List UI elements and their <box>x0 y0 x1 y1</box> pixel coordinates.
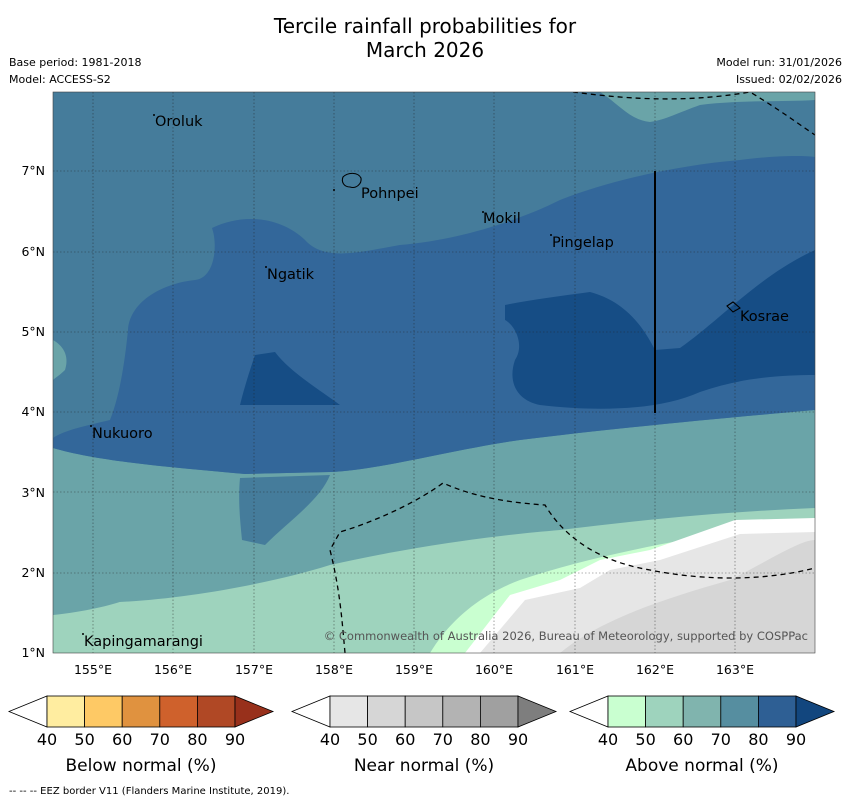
colorbar-near: 40 50 60 70 80 90 <box>290 695 558 749</box>
issued-date: Issued: 02/02/2026 <box>735 73 842 86</box>
colorbar-segment <box>329 695 368 728</box>
zone-60-70-west <box>53 543 150 615</box>
copyright-notice: © Commonwealth of Australia 2026, Bureau… <box>324 629 808 643</box>
title-line-2: March 2026 <box>365 38 485 62</box>
below-normal-title: Below normal (%) <box>65 756 217 776</box>
colorbar-segment <box>404 695 444 728</box>
lat-tick: 5°N <box>21 324 45 339</box>
place-label-kapingamarangi: Kapingamarangi <box>84 634 203 650</box>
lon-tick: 155°E <box>74 662 112 677</box>
latitude-ticks: 1°N 2°N 3°N 4°N 5°N 6°N 7°N <box>21 163 45 660</box>
colorbar-segment <box>367 695 406 728</box>
place-labels: Oroluk Pohnpei Mokil Pingelap Ngatik Kos… <box>84 114 789 650</box>
kosrae-island-icon <box>726 301 741 313</box>
colorbar-tick-label: 40 <box>37 730 57 749</box>
zone-70-80-patch <box>239 475 330 545</box>
lon-tick: 158°E <box>315 662 353 677</box>
model-name: Model: ACCESS-S2 <box>9 73 111 86</box>
lat-tick: 6°N <box>21 244 45 259</box>
lon-tick: 161°E <box>556 662 594 677</box>
colorbar-tick-label: 80 <box>470 730 490 749</box>
longitude-ticks: 155°E 156°E 157°E 158°E 159°E 160°E 161°… <box>74 662 754 677</box>
place-label-pohnpei: Pohnpei <box>361 186 419 202</box>
colorbar-extend-high <box>795 695 836 728</box>
above-normal-title: Above normal (%) <box>625 756 779 776</box>
atoll-markers <box>82 114 552 635</box>
colorbar-tick-label: 50 <box>635 730 655 749</box>
colorbar-segment <box>442 695 481 728</box>
lon-tick: 159°E <box>395 662 433 677</box>
place-label-kosrae: Kosrae <box>740 309 789 325</box>
colorbar-tick-label: 40 <box>320 730 340 749</box>
colorbar-segment <box>121 695 161 728</box>
colorbar-tick-label: 60 <box>673 730 693 749</box>
eez-border <box>329 92 815 653</box>
colorbar-segment <box>645 695 684 728</box>
colorbar-extend-low <box>7 695 48 728</box>
colorbar-segment <box>46 695 85 728</box>
colorbar-tick-label: 70 <box>433 730 453 749</box>
lat-tick: 4°N <box>21 404 45 419</box>
colorbar-tick-label: 60 <box>112 730 132 749</box>
colorbar-extend-low <box>568 695 609 728</box>
colorbar-tick-label: 90 <box>786 730 806 749</box>
map-title: Tercile rainfall probabilities for March… <box>0 14 850 62</box>
zone-90-west <box>240 352 340 405</box>
colorbar-segment <box>607 695 646 728</box>
eez-footnote: -- -- -- EEZ border V11 (Flanders Marine… <box>9 786 290 797</box>
colorbar-above: 40 50 60 70 80 90 <box>568 695 836 749</box>
colorbar-segment <box>720 695 759 728</box>
base-period: Base period: 1981-2018 <box>9 56 142 69</box>
colorbar-tick-label: 50 <box>74 730 94 749</box>
lon-tick: 157°E <box>235 662 273 677</box>
lat-tick: 7°N <box>21 163 45 178</box>
lon-tick: 162°E <box>636 662 674 677</box>
probability-field: Oroluk Pohnpei Mokil Pingelap Ngatik Kos… <box>53 92 815 653</box>
place-label-ngatik: Ngatik <box>267 267 315 283</box>
colorbar-segment <box>196 695 236 728</box>
colorbar-segment <box>758 695 797 728</box>
lat-tick: 3°N <box>21 485 45 500</box>
colorbar-tick-label: 50 <box>357 730 377 749</box>
place-label-oroluk: Oroluk <box>155 114 203 130</box>
colorbar-tick-label: 80 <box>187 730 207 749</box>
lon-tick: 160°E <box>475 662 513 677</box>
place-label-nukuoro: Nukuoro <box>92 426 153 442</box>
model-run: Model run: 31/01/2026 <box>716 56 842 69</box>
zone-near-50-60 <box>560 540 815 653</box>
colorbar-segment <box>159 695 198 728</box>
colorbar-tick-label: 90 <box>225 730 245 749</box>
colorbar-extend-high <box>517 695 558 728</box>
meta-right: Model run: 31/01/2026 Issued: 02/02/2026 <box>716 54 842 88</box>
colorbar-tick-label: 60 <box>395 730 415 749</box>
lon-tick: 156°E <box>154 662 192 677</box>
colorbar-extend-high <box>234 695 275 728</box>
lat-tick: 1°N <box>21 645 45 660</box>
colorbar-tick-label: 70 <box>150 730 170 749</box>
colorbar-tick-label: 40 <box>598 730 618 749</box>
colorbar-segment <box>479 695 519 728</box>
colorbar-tick-label: 80 <box>748 730 768 749</box>
colorbar-below: 40 50 60 70 80 90 <box>7 695 275 749</box>
meta-left: Base period: 1981-2018 Model: ACCESS-S2 <box>9 54 141 88</box>
colorbar-extend-low <box>290 695 331 728</box>
title-line-1: Tercile rainfall probabilities for <box>273 14 577 38</box>
place-label-mokil: Mokil <box>483 211 521 227</box>
colorbar-segment <box>682 695 722 728</box>
lat-tick: 2°N <box>21 565 45 580</box>
map-frame <box>52 91 816 654</box>
colorbar-tick-label: 70 <box>711 730 731 749</box>
colorbar-tick-label: 90 <box>508 730 528 749</box>
place-label-pingelap: Pingelap <box>552 235 614 251</box>
lon-tick: 163°E <box>716 662 754 677</box>
colorbar-segment <box>84 695 123 728</box>
near-normal-title: Near normal (%) <box>353 756 495 776</box>
zone-90-east <box>505 250 815 409</box>
zone-60-70-edge <box>53 340 67 380</box>
pohnpei-island-icon <box>341 172 362 188</box>
